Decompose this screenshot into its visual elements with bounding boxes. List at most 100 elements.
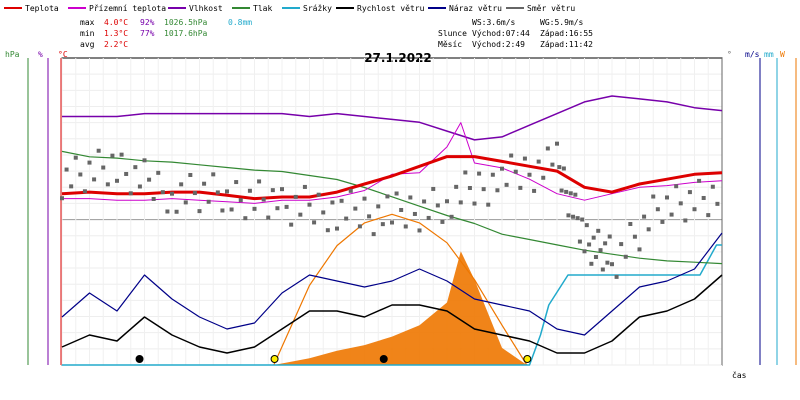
wind-direction-mark [580, 217, 585, 222]
wind-direction-mark [509, 153, 514, 158]
wind-direction-mark [247, 188, 252, 193]
sun-event-marker [523, 355, 532, 363]
sun-label: Slunce [438, 29, 467, 38]
wind-direction-mark [575, 216, 580, 221]
wind-direction-mark [589, 261, 594, 266]
wind-direction-mark [683, 218, 688, 223]
wind-direction-mark [600, 267, 605, 272]
wind-direction-mark [518, 185, 523, 190]
wind-direction-mark [584, 223, 589, 228]
wind-direction-mark [325, 228, 330, 233]
wind-direction-mark [417, 228, 422, 233]
chart-plot [27, 57, 797, 366]
wind-direction-mark [344, 216, 349, 221]
wind-direction-mark [655, 207, 660, 212]
wind-direction-mark [376, 204, 381, 209]
wind-direction-mark [646, 227, 651, 232]
wind-direction-mark [651, 194, 656, 199]
x-axis-label: čas [732, 370, 747, 380]
wind-direction-mark [371, 232, 376, 237]
axis-unit-ms: m/s [745, 50, 760, 59]
wind-direction-mark [179, 182, 184, 187]
wind-direction-mark [115, 178, 119, 183]
stats-min-press: 1017.6hPa [164, 29, 208, 38]
wind-direction-mark [82, 189, 87, 194]
wind-direction-mark [412, 211, 417, 216]
wind-direction-mark [280, 187, 284, 192]
stats-max-hum: 92% [140, 18, 155, 27]
wind-direction-mark [598, 248, 603, 253]
wind-direction-mark [60, 196, 64, 201]
stats-max-temp: 4.0°C [104, 18, 128, 27]
wind-direction-mark [555, 141, 559, 146]
wind-direction-mark [101, 165, 106, 170]
wind-direction-mark [156, 170, 161, 175]
wind-direction-mark [105, 182, 110, 187]
stats-min-hum: 77% [140, 29, 155, 38]
wind-direction-mark [458, 200, 463, 205]
wind-direction-mark [674, 184, 679, 189]
wind-direction-mark [678, 201, 683, 206]
legend-naraz-vetru: Náraz větru [449, 4, 502, 13]
legend-smer-vetru: Směr větru [527, 4, 575, 13]
wind-direction-mark [335, 226, 339, 231]
wind-direction-mark [440, 219, 445, 224]
legend: Teplota Přízemní teplota Vlhkost Tlak Sr… [4, 4, 575, 13]
wind-direction-mark [545, 146, 550, 151]
wind-direction-mark [660, 219, 665, 224]
moon-set: Západ:11:42 [540, 40, 593, 49]
axis-unit-dir: ° [727, 50, 732, 59]
wind-direction-mark [557, 165, 562, 170]
wind-direction-mark [642, 214, 647, 219]
wind-direction-mark [582, 249, 587, 254]
sun-rise: Východ:07:44 [472, 29, 530, 38]
stats-avg-temp: 2.2°C [104, 40, 128, 49]
wind-direction-mark [394, 191, 399, 196]
moon-rise: Východ:2:49 [472, 40, 525, 49]
wind-direction-mark [330, 200, 335, 205]
wind-direction-mark [96, 148, 101, 153]
rain-line [62, 244, 722, 366]
wind-direction-mark [619, 242, 624, 247]
wind-direction-mark [596, 228, 601, 233]
wind-direction-mark [593, 254, 598, 259]
wind-direction-mark [188, 172, 193, 177]
legend-teplota: Teplota [25, 4, 59, 13]
wind-direction-mark [445, 199, 449, 204]
moon-event-marker [135, 355, 144, 363]
wind-direction-mark [284, 204, 289, 209]
wind-direction-mark [559, 188, 564, 193]
wind-direction-mark [390, 220, 394, 225]
legend-vlhkost: Vlhkost [189, 4, 223, 13]
wind-direction-mark [500, 166, 504, 171]
wind-direction-mark [234, 180, 239, 185]
wind-direction-mark [348, 188, 353, 193]
wind-direction-mark [614, 274, 619, 279]
wind-direction-mark [302, 184, 307, 189]
wind-sun-info: WS:3.6m/s WG:5.9m/s Slunce Východ:07:44 … [438, 18, 593, 49]
wind-direction-mark [165, 209, 170, 214]
wind-direction-mark [697, 178, 702, 183]
wind-direction-mark [202, 181, 207, 186]
stats-min-label: min [80, 29, 95, 38]
wind-direction-mark [307, 202, 312, 207]
wind-direction-mark [151, 196, 156, 201]
legend-prizemni-teplota: Přízemní teplota [89, 4, 166, 13]
wind-direction-mark [561, 166, 566, 171]
ground-temp-line [62, 122, 723, 204]
wind-direction-mark [73, 155, 78, 160]
wind-direction-mark [426, 215, 431, 220]
wind-direction-mark [206, 199, 211, 204]
wind-direction-mark [481, 187, 486, 192]
wind-direction-mark [692, 207, 697, 212]
wind-direction-mark [92, 177, 97, 182]
wind-direction-mark [225, 189, 229, 194]
wind-direction-mark [183, 200, 188, 205]
wind-direction-mark [266, 215, 271, 220]
wind-speed-info: WS:3.6m/s [472, 18, 516, 27]
wind-direction-mark [632, 234, 637, 239]
axis-unit-hpa: hPa [5, 50, 20, 59]
stats-block: max 4.0°C 92% 1026.5hPa 0.8mm min 1.3°C … [80, 18, 252, 49]
wind-direction-mark [289, 222, 294, 227]
wind-direction-mark [504, 182, 509, 187]
